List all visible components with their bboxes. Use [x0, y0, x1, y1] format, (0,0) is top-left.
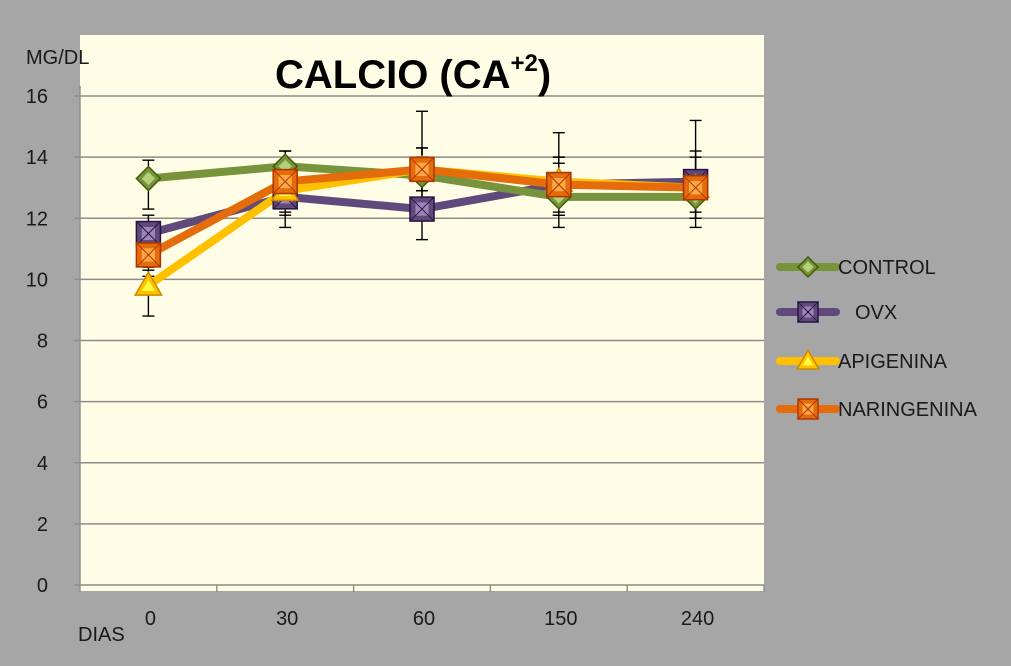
legend-marker-ovx-facet — [797, 301, 819, 323]
legend-label-apigenina: APIGENINA — [838, 351, 948, 373]
y-tick-label: 16 — [26, 86, 48, 108]
y-tick-label: 10 — [26, 269, 48, 291]
chart-title-main: CALCIO (CA — [275, 53, 511, 97]
y-tick-label: 0 — [37, 575, 48, 597]
marker-ovx-facet — [409, 196, 435, 222]
marker-naringenina-facet — [272, 169, 298, 194]
legend-marker-apigenina-highlight — [802, 356, 814, 366]
chart-title-superscript: +2 — [511, 50, 538, 77]
marker-naringenina-facet — [683, 175, 708, 201]
legend: CONTROL OVX APIGENINA NARINGENINA — [776, 255, 978, 421]
series-markers — [133, 153, 711, 296]
marker-naringenina-facet — [409, 156, 435, 182]
marker-control-highlight — [141, 171, 155, 186]
x-tick-label: 0 — [145, 608, 156, 630]
y-tick-label: 4 — [37, 453, 48, 475]
chart-title-suffix: ) — [538, 53, 551, 97]
marker-naringenina-facet — [546, 172, 572, 197]
legend-marker-control-highlight — [802, 261, 814, 273]
chart-title: CALCIO (CA+2) — [275, 50, 551, 97]
legend-label-control: CONTROL — [838, 257, 936, 279]
x-axis-title: DIAS — [78, 624, 125, 646]
y-tick-label: 6 — [37, 392, 48, 414]
x-tick-label: 150 — [544, 608, 577, 630]
axes: 0 2 4 6 8 10 12 14 16 0 30 60 150 240 — [26, 86, 765, 630]
marker-ovx-facet — [136, 221, 161, 246]
x-tick-label: 30 — [276, 608, 298, 630]
x-tick-label: 60 — [413, 608, 435, 630]
y-tick-label: 14 — [26, 147, 48, 169]
y-axis-title: MG/DL — [26, 47, 89, 69]
y-tick-label: 2 — [37, 514, 48, 536]
marker-apigenina-highlight — [141, 280, 155, 291]
x-tick-label: 240 — [681, 608, 714, 630]
y-tick-label: 12 — [26, 208, 48, 230]
legend-label-ovx: OVX — [855, 302, 897, 324]
legend-label-naringenina: NARINGENINA — [838, 399, 978, 421]
legend-marker-naringenina-facet — [797, 398, 819, 420]
y-tick-label: 8 — [37, 331, 48, 353]
marker-naringenina-facet — [136, 242, 161, 268]
